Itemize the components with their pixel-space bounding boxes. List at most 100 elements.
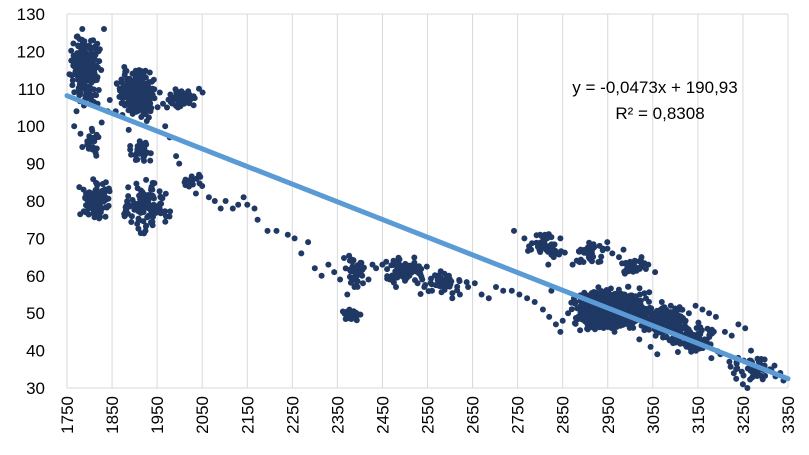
data-point <box>162 218 169 225</box>
data-point <box>584 326 591 333</box>
data-point <box>621 303 628 310</box>
data-point <box>589 242 596 249</box>
data-point <box>254 216 261 223</box>
data-point <box>403 275 410 281</box>
data-point <box>137 230 144 237</box>
data-point <box>318 272 325 279</box>
data-point <box>131 200 138 207</box>
x-tick-label: 2450 <box>373 396 392 434</box>
data-point <box>601 291 608 298</box>
data-point <box>284 231 291 238</box>
data-point <box>748 347 754 354</box>
data-point <box>548 234 555 241</box>
data-point <box>66 71 73 78</box>
data-point <box>353 311 360 318</box>
data-point <box>205 194 212 201</box>
data-point <box>539 306 546 313</box>
data-point <box>645 261 652 268</box>
data-point <box>699 306 706 313</box>
x-tick-label: 2950 <box>599 396 618 434</box>
data-point <box>95 87 102 93</box>
data-point <box>84 138 91 145</box>
data-point <box>706 310 713 317</box>
linear-trendline <box>64 93 791 382</box>
data-point <box>136 67 143 74</box>
data-point <box>74 50 81 57</box>
data-point <box>414 280 421 287</box>
data-point <box>133 180 140 187</box>
data-point <box>373 265 380 272</box>
data-point <box>529 240 535 247</box>
data-point <box>235 201 242 208</box>
data-point <box>668 322 675 329</box>
data-point <box>73 57 80 64</box>
data-point <box>508 287 515 294</box>
y-tick-label: 90 <box>26 155 45 174</box>
data-point <box>548 287 555 294</box>
data-point <box>600 325 607 331</box>
data-point <box>712 313 719 320</box>
data-point <box>624 261 631 268</box>
data-point <box>129 70 136 77</box>
data-point <box>145 91 152 98</box>
data-point <box>199 89 206 96</box>
data-point <box>609 250 616 257</box>
data-point <box>174 104 181 111</box>
y-tick-label: 80 <box>26 192 45 211</box>
data-point <box>721 328 728 335</box>
data-point <box>674 349 681 355</box>
y-tick-label: 30 <box>26 379 45 398</box>
data-point <box>679 325 686 332</box>
data-point <box>82 68 89 75</box>
data-point <box>149 85 156 92</box>
data-point <box>273 227 280 234</box>
data-point <box>147 100 154 107</box>
data-point <box>646 326 652 333</box>
x-tick-label: 2150 <box>238 396 257 434</box>
data-point <box>421 284 428 290</box>
data-point <box>196 171 202 178</box>
data-point <box>359 272 366 279</box>
x-tick-label: 3050 <box>644 396 663 434</box>
data-point <box>546 313 553 320</box>
data-point <box>575 313 582 320</box>
data-point <box>595 284 602 291</box>
data-point <box>577 327 584 334</box>
data-point <box>419 276 426 283</box>
data-point <box>351 284 358 290</box>
data-point <box>615 286 622 293</box>
data-point <box>599 247 606 254</box>
data-point <box>417 291 424 297</box>
data-point <box>139 103 146 110</box>
data-point <box>685 310 692 317</box>
y-axis-tick-labels: 30 40 50 60 70 80 90 100 110 120 130 <box>17 5 45 398</box>
data-point <box>199 183 206 189</box>
data-point <box>647 343 654 350</box>
data-point <box>88 93 95 100</box>
data-point <box>642 305 649 312</box>
data-point <box>636 336 643 343</box>
data-point <box>92 187 99 193</box>
data-point <box>162 190 169 197</box>
data-point <box>485 295 492 302</box>
data-point <box>500 287 507 294</box>
x-tick-label: 1850 <box>103 396 122 434</box>
data-point <box>89 192 96 199</box>
data-point <box>360 264 367 271</box>
data-point <box>122 83 129 90</box>
x-tick-label: 1950 <box>148 396 167 434</box>
data-point <box>493 284 499 290</box>
data-point <box>591 306 598 313</box>
x-tick-label: 3150 <box>689 396 708 434</box>
data-point <box>692 302 699 309</box>
data-point <box>394 265 401 272</box>
data-point <box>456 278 463 285</box>
data-point <box>586 250 593 257</box>
data-point <box>123 68 130 74</box>
data-point <box>344 291 351 298</box>
data-point <box>325 261 332 268</box>
data-point <box>531 299 538 305</box>
data-point <box>599 296 606 303</box>
data-point <box>211 198 218 204</box>
data-point <box>78 60 84 67</box>
